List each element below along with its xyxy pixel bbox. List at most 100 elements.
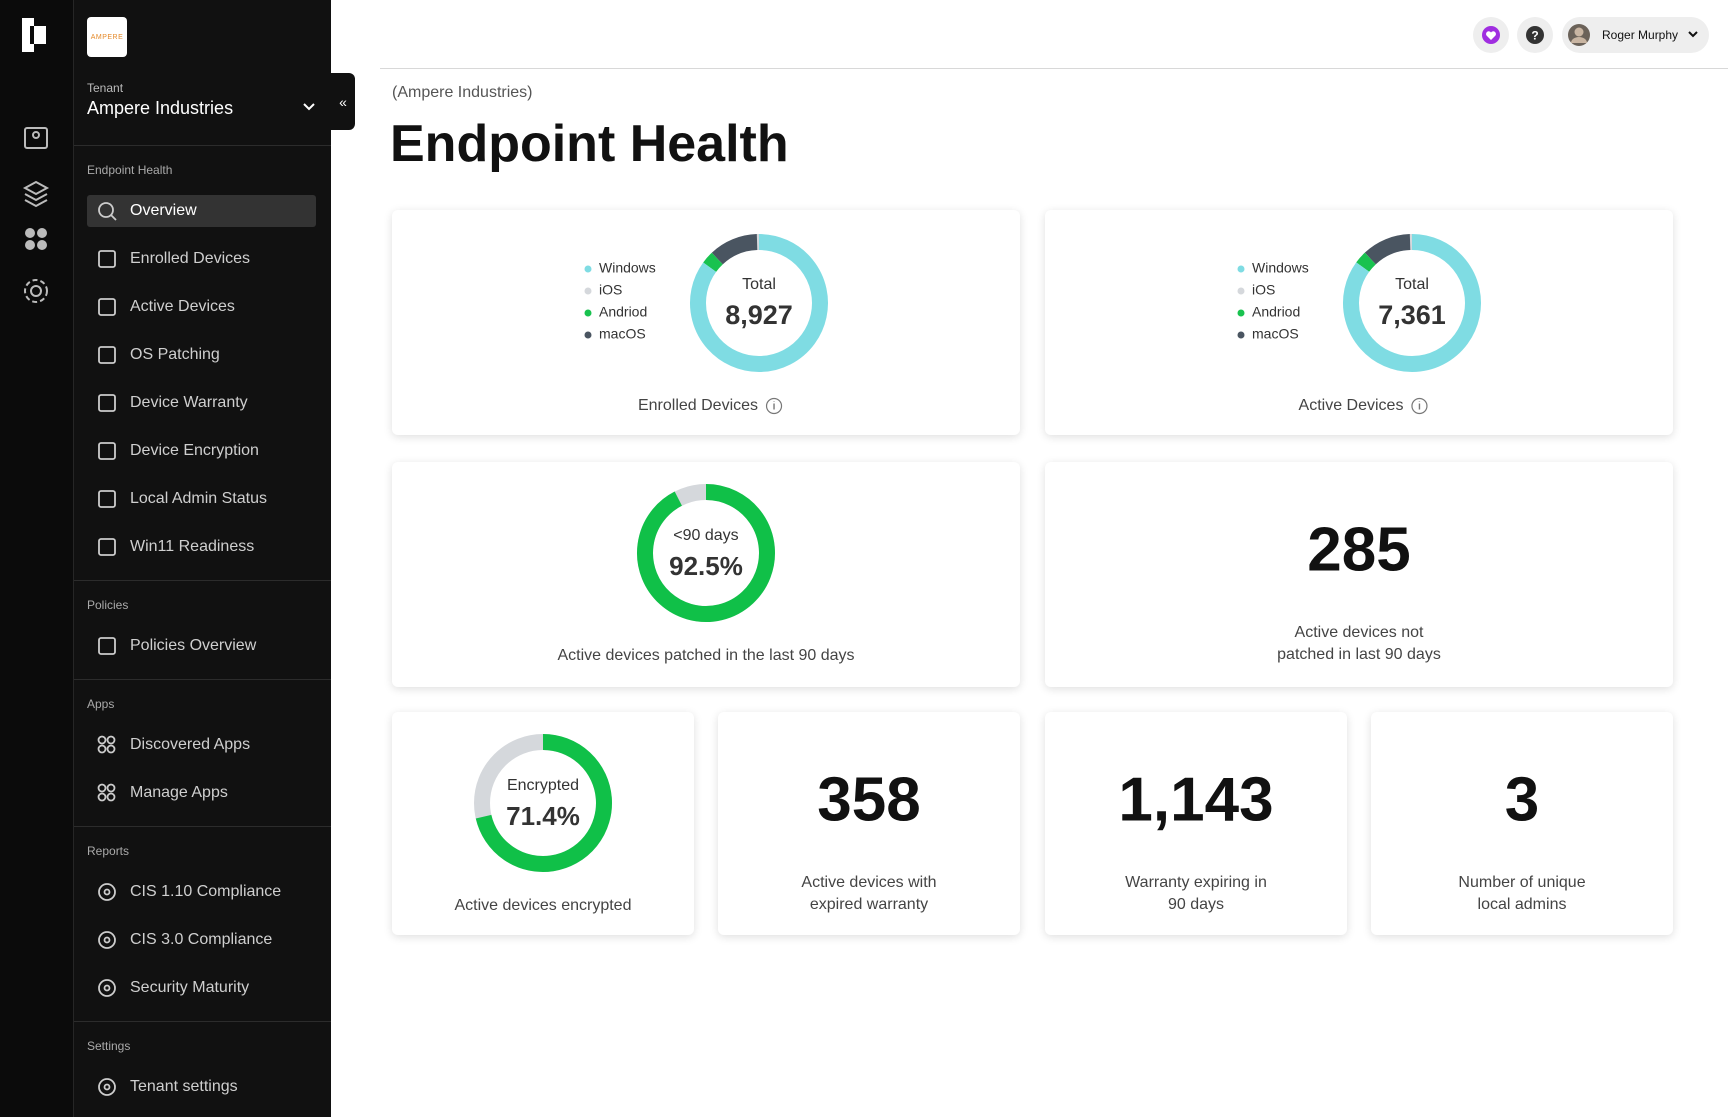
card-caption: expired warranty [810,896,928,913]
nav-icon-shape [99,785,115,801]
nav-item-inner: Security Maturity [87,972,316,1004]
nav-icon-shape [99,443,115,459]
nav-item[interactable]: Manage Apps [87,769,331,817]
donut-center-label: Total [1395,276,1429,293]
nav-item[interactable]: Discovered Apps [87,721,331,769]
nav-section-title: Settings [87,1036,331,1056]
icon-part [99,746,106,753]
card-caption: local admins [1478,896,1567,913]
nav-icon-shape [99,737,115,753]
nav-icon [97,1077,117,1097]
icon-part [99,299,115,315]
icon-part [108,746,115,753]
nav-icon [97,537,117,557]
nav-item-label: Local Admin Status [130,490,267,508]
gauge-value: 71.4% [506,801,580,831]
nav-item-inner: Device Encryption [87,435,316,467]
nav-item[interactable]: Device Encryption [87,427,331,475]
help-icon: ? [1525,25,1545,45]
legend-label: macOS [1252,326,1299,342]
icon-part [99,203,113,217]
gauge-center-label: Encrypted [507,777,579,794]
nav-icon-detail [25,280,47,302]
heart-icon [1481,25,1501,45]
nav-item-inner: Win11 Readiness [87,531,316,563]
nav-section-title: Apps [87,694,331,714]
tenant-logo: AMPERE [87,17,127,57]
icon-part [111,215,116,220]
nav-item-inner: Device Warranty [87,387,316,419]
icon-part [99,395,115,411]
nav-icon[interactable] [25,182,47,206]
nav-section-title: Endpoint Health [87,160,331,180]
legend-dot [585,310,592,317]
nav-item-inner: Overview [87,195,316,227]
legend-dot [585,288,592,295]
icon-part [99,932,115,948]
nav-item[interactable]: Local Admin Status [87,475,331,523]
user-menu[interactable]: Roger Murphy [1562,17,1709,53]
icon-part [99,539,115,555]
help-button[interactable]: ? [1517,17,1553,53]
nav-item-label: Overview [130,202,197,220]
tenant-dropdown[interactable] [302,100,316,114]
donut-total: 8,927 [725,300,793,330]
icon-part [99,794,106,801]
nav-icon [97,882,117,902]
nav-item[interactable]: Overview [87,187,331,235]
nav-item[interactable]: Tenant settings [87,1063,331,1111]
nav-icon [97,441,117,461]
favorites-button[interactable] [1473,17,1509,53]
legend-dot [585,266,592,273]
nav-item[interactable]: OS Patching [87,331,331,379]
header-divider [380,68,1728,69]
nav-item[interactable]: Active Devices [87,283,331,331]
icon-part [99,491,115,507]
nav-item-label: CIS 3.0 Compliance [130,931,272,949]
nav-icon[interactable] [31,286,41,296]
nav-item[interactable]: Security Maturity [87,964,331,1012]
legend-label: Andriod [1252,304,1300,320]
tenant-name[interactable]: Ampere Industries [87,98,233,119]
nav-item-label: OS Patching [130,346,220,364]
nav-item[interactable]: Enrolled Devices [87,235,331,283]
nav-item-inner: CIS 3.0 Compliance [87,924,316,956]
nav-item[interactable]: CIS 1.10 Compliance [87,868,331,916]
legend-dot [585,332,592,339]
nav-item-label: Enrolled Devices [130,250,250,268]
nav-section: Endpoint Health Overview Enrolled Devices A… [74,145,331,580]
nav-item[interactable]: Policies Overview [87,622,331,670]
stat-value: 358 [817,765,920,834]
nav-icon [97,345,117,365]
nav-icon-shape [99,203,116,220]
nav-item[interactable]: Device Warranty [87,379,331,427]
card-caption: Warranty expiring in [1125,874,1267,891]
nav-item-inner: Active Devices [87,291,316,323]
nav-icon[interactable] [25,228,47,250]
nav-item-label: Active Devices [130,298,235,316]
nav-sections: Endpoint Health Overview Enrolled Devices A… [74,145,331,1120]
nav-item-label: Discovered Apps [130,736,250,754]
nav-icon [97,978,117,998]
card-caption: Active devices patched in the last 90 da… [557,647,854,664]
nav-section-title: Policies [87,595,331,615]
nav-section-title: Reports [87,841,331,861]
gauge-center-label: <90 days [673,527,738,544]
icon-part [108,785,115,792]
nav-icon [97,636,117,656]
collapse-button[interactable]: « [331,73,355,130]
card-caption: Active Devices [1299,397,1404,414]
svg-text:?: ? [1531,29,1538,43]
nav-item[interactable]: CIS 3.0 Compliance [87,916,331,964]
nav-icon-shape [99,539,115,555]
legend-dot [1238,288,1245,295]
nav-item[interactable]: Win11 Readiness [87,523,331,571]
nav-icon [97,735,117,755]
nav-item-inner: Discovered Apps [87,729,316,761]
